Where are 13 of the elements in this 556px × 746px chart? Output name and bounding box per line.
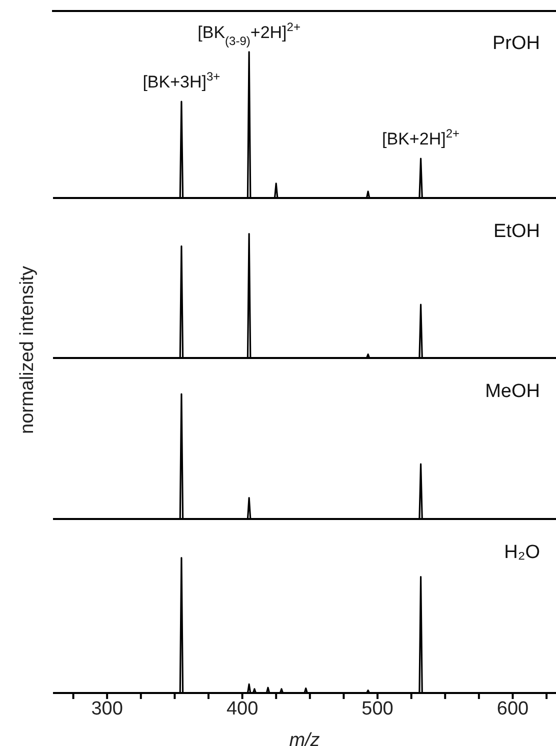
chart-title: EtOH [494, 221, 540, 243]
x-tick-label: 400 [226, 698, 258, 720]
x-tick-label: 600 [496, 698, 529, 720]
annotation: [BK+3H]$^{3+}$ [142, 70, 220, 92]
chart-title: H₂O [504, 542, 540, 564]
chart-title: MeOH [485, 381, 540, 403]
annotation: [BK+2H]$^{2+}$ [382, 126, 460, 149]
x-tick-label: 500 [362, 698, 394, 720]
chart-title: PrOH [492, 33, 540, 55]
y-axis-title: normalized intensity [17, 266, 39, 434]
annotation: [BK$_{(3-9)}$+2H]$^{2+}$ [198, 20, 300, 48]
x-tick-label: 300 [91, 698, 123, 720]
x-axis-title: m/z [289, 730, 320, 746]
